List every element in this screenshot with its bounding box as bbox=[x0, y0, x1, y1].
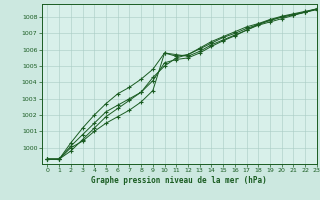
X-axis label: Graphe pression niveau de la mer (hPa): Graphe pression niveau de la mer (hPa) bbox=[91, 176, 267, 185]
